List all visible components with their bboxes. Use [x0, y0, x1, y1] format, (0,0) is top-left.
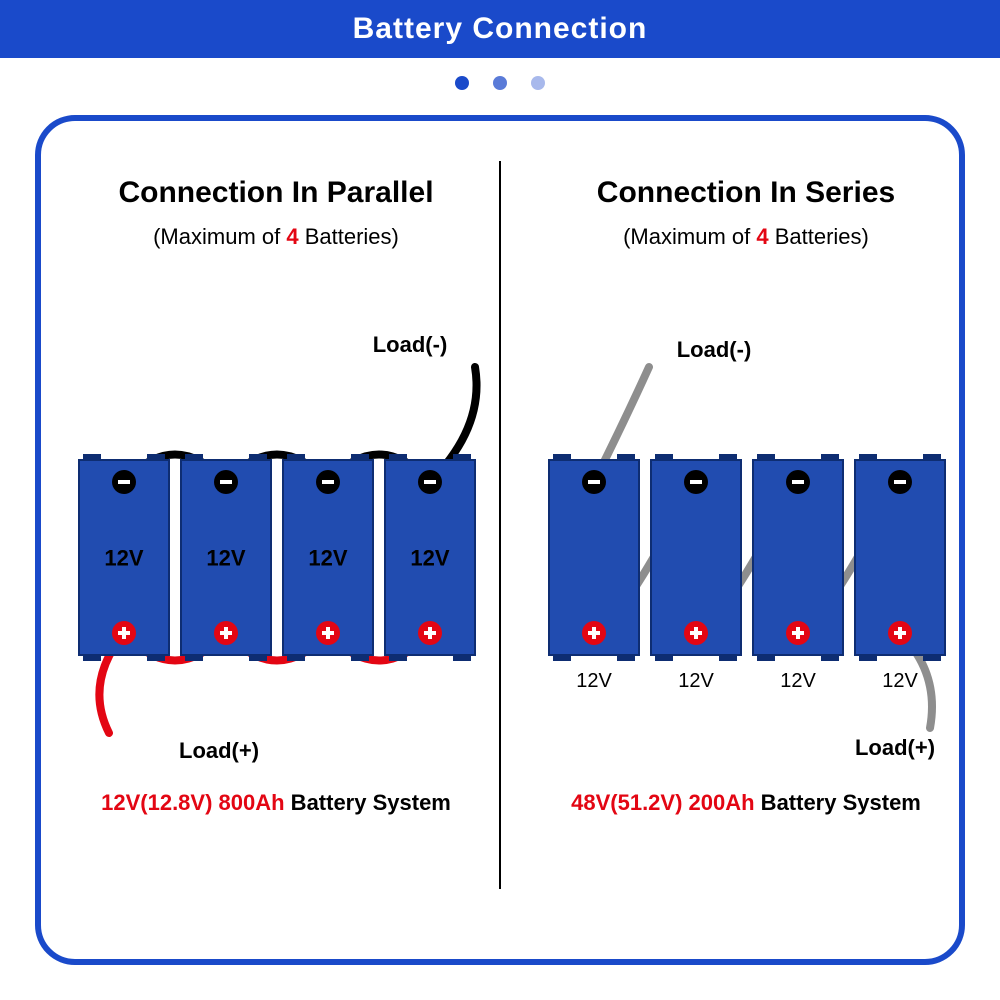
series-system-label: 48V(51.2V) 200Ah Battery System — [531, 790, 961, 816]
svg-text:12V: 12V — [410, 546, 449, 571]
parallel-system-label: 12V(12.8V) 800Ah Battery System — [61, 790, 491, 816]
svg-text:12V: 12V — [780, 670, 816, 692]
diagram-frame: Connection In Parallel (Maximum of 4 Bat… — [35, 115, 965, 965]
svg-text:12V: 12V — [576, 670, 612, 692]
parallel-svg: 12V 12V 12V 12V Load(-) Load(+) — [61, 290, 491, 770]
indicator-dot — [493, 76, 507, 90]
svg-text:Load(+): Load(+) — [179, 738, 259, 763]
header-title: Battery Connection — [353, 12, 648, 45]
svg-text:12V: 12V — [678, 670, 714, 692]
series-title: Connection In Series — [531, 176, 961, 210]
indicator-dot — [531, 76, 545, 90]
series-panel: Connection In Series (Maximum of 4 Batte… — [511, 121, 981, 959]
series-subtitle: (Maximum of 4 Batteries) — [531, 224, 961, 250]
page-indicator — [0, 58, 1000, 105]
svg-text:Load(-): Load(-) — [373, 332, 448, 357]
svg-text:12V: 12V — [308, 546, 347, 571]
svg-text:12V: 12V — [206, 546, 245, 571]
svg-text:Load(+): Load(+) — [855, 735, 935, 760]
parallel-diagram: 12V 12V 12V 12V Load(-) Load(+) — [61, 290, 491, 770]
parallel-title: Connection In Parallel — [61, 176, 491, 210]
svg-text:12V: 12V — [104, 546, 143, 571]
parallel-subtitle: (Maximum of 4 Batteries) — [61, 224, 491, 250]
series-svg: 12V 12V 12V 12V Load(-) Load(+) — [531, 290, 961, 770]
svg-text:Load(-): Load(-) — [677, 337, 752, 362]
parallel-panel: Connection In Parallel (Maximum of 4 Bat… — [41, 121, 511, 959]
svg-text:12V: 12V — [882, 670, 918, 692]
series-diagram: 12V 12V 12V 12V Load(-) Load(+) — [531, 290, 961, 770]
indicator-dot — [455, 76, 469, 90]
header-bar: Battery Connection — [0, 0, 1000, 58]
